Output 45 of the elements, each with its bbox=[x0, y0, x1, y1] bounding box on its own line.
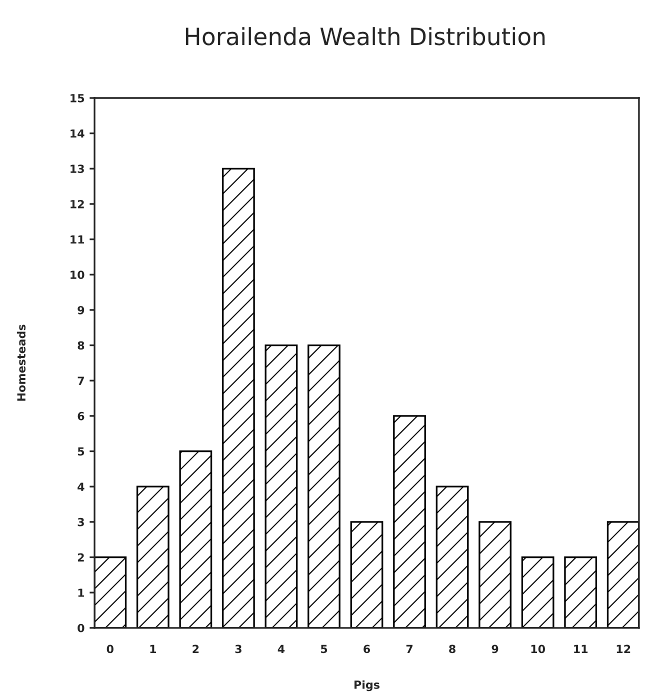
x-tick-label: 2 bbox=[192, 644, 199, 654]
bar bbox=[94, 556, 127, 628]
bar bbox=[521, 556, 554, 628]
x-tick-label: 10 bbox=[531, 644, 546, 654]
bar bbox=[222, 168, 255, 628]
x-tick-label: 6 bbox=[364, 644, 370, 654]
chart-title: Horailenda Wealth Distribution bbox=[186, 27, 545, 46]
y-tick-label: 15 bbox=[70, 94, 84, 102]
y-tick-label: 14 bbox=[70, 129, 84, 138]
x-tick-label: 12 bbox=[616, 644, 630, 654]
y-tick-label: 13 bbox=[70, 164, 84, 174]
y-tick-label: 10 bbox=[70, 270, 84, 280]
y-tick-label: 2 bbox=[78, 553, 84, 562]
y-tick-label: 6 bbox=[78, 412, 84, 420]
y-tick-label: 1 bbox=[78, 588, 84, 597]
x-tick-label: 3 bbox=[235, 644, 242, 654]
bar bbox=[564, 556, 598, 628]
y-tick-label: 12 bbox=[70, 200, 84, 208]
y-tick-label: 5 bbox=[78, 447, 84, 456]
y-tick-label: 4 bbox=[78, 482, 84, 491]
y-axis-title: Homesteads bbox=[16, 324, 26, 401]
bar bbox=[606, 521, 639, 628]
y-tick-label: 11 bbox=[70, 235, 84, 244]
bar bbox=[264, 344, 298, 628]
x-tick-label: 9 bbox=[492, 644, 498, 654]
bar bbox=[136, 486, 170, 628]
bar bbox=[393, 415, 426, 628]
x-tick-label: 11 bbox=[574, 644, 588, 654]
x-tick-label: 7 bbox=[406, 644, 412, 654]
bar bbox=[179, 450, 212, 628]
bar bbox=[436, 486, 469, 628]
bar bbox=[350, 521, 384, 628]
y-tick-label: 3 bbox=[78, 518, 84, 526]
x-tick-label: 4 bbox=[278, 644, 285, 654]
y-tick-label: 9 bbox=[78, 306, 84, 314]
x-axis-title: Pigs bbox=[354, 680, 380, 692]
x-tick-label: 5 bbox=[320, 644, 328, 654]
y-tick-label: 7 bbox=[78, 376, 84, 385]
x-tick-label: 1 bbox=[150, 644, 156, 654]
bar bbox=[478, 521, 512, 628]
y-tick-label: 0 bbox=[78, 624, 84, 632]
x-tick-label: 8 bbox=[449, 644, 456, 654]
bar bbox=[308, 344, 340, 628]
y-tick-label: 8 bbox=[78, 341, 84, 350]
x-tick-label: 0 bbox=[106, 644, 114, 654]
